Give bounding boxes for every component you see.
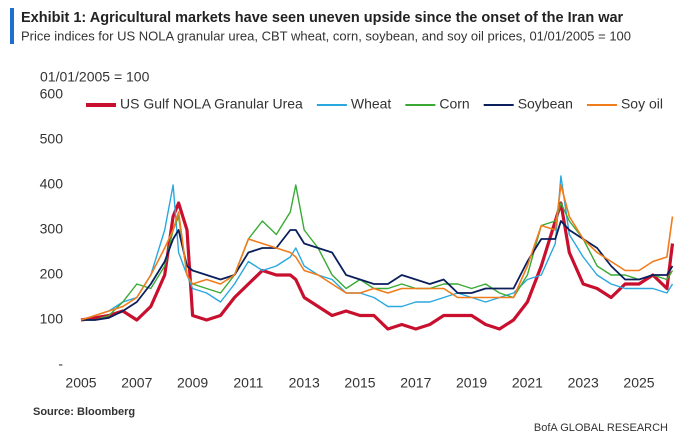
source: Source: Bloomberg	[33, 406, 135, 418]
series-line	[80, 201, 675, 331]
x-tick-label: 2021	[512, 375, 543, 391]
x-tick-label: 2025	[623, 375, 654, 391]
x-tick-label: 2023	[568, 375, 599, 391]
chart-subtitle: Price indices for US NOLA granular urea,…	[21, 28, 631, 43]
x-tick-label: 2009	[177, 375, 208, 391]
y-tick-label: 500	[40, 131, 64, 147]
x-tick-label: 2019	[456, 375, 487, 391]
series-line	[80, 184, 674, 321]
chart-title: Exhibit 1: Agricultural markets have see…	[21, 10, 624, 26]
x-tick-label: 2005	[65, 375, 96, 391]
x-tick-label: 2011	[233, 375, 263, 391]
y-tick-label: 600	[40, 86, 64, 102]
series-line	[81, 220, 674, 321]
legend-label: Soy oil	[621, 96, 663, 112]
y-tick-label: 400	[40, 176, 64, 192]
x-tick-label: 2007	[121, 375, 152, 391]
legend-label: Wheat	[351, 96, 392, 112]
y-axis-label: 01/01/2005 = 100	[40, 69, 150, 85]
legend-label: Corn	[439, 96, 469, 112]
y-tick-label: 100	[40, 311, 64, 327]
legend-label: US Gulf NOLA Granular Urea	[120, 96, 303, 112]
y-tick-label: 300	[40, 221, 64, 237]
credit: BofA GLOBAL RESEARCH	[534, 422, 668, 434]
legend-label: Soybean	[518, 96, 573, 112]
title-bar	[10, 8, 14, 44]
x-tick-label: 2017	[400, 375, 431, 391]
y-tick-label: 200	[40, 266, 64, 282]
x-tick-label: 2015	[344, 375, 375, 391]
y-tick-label: -	[58, 356, 63, 372]
x-tick-label: 2013	[289, 375, 320, 391]
series-line	[81, 184, 674, 321]
series-line	[80, 175, 674, 321]
